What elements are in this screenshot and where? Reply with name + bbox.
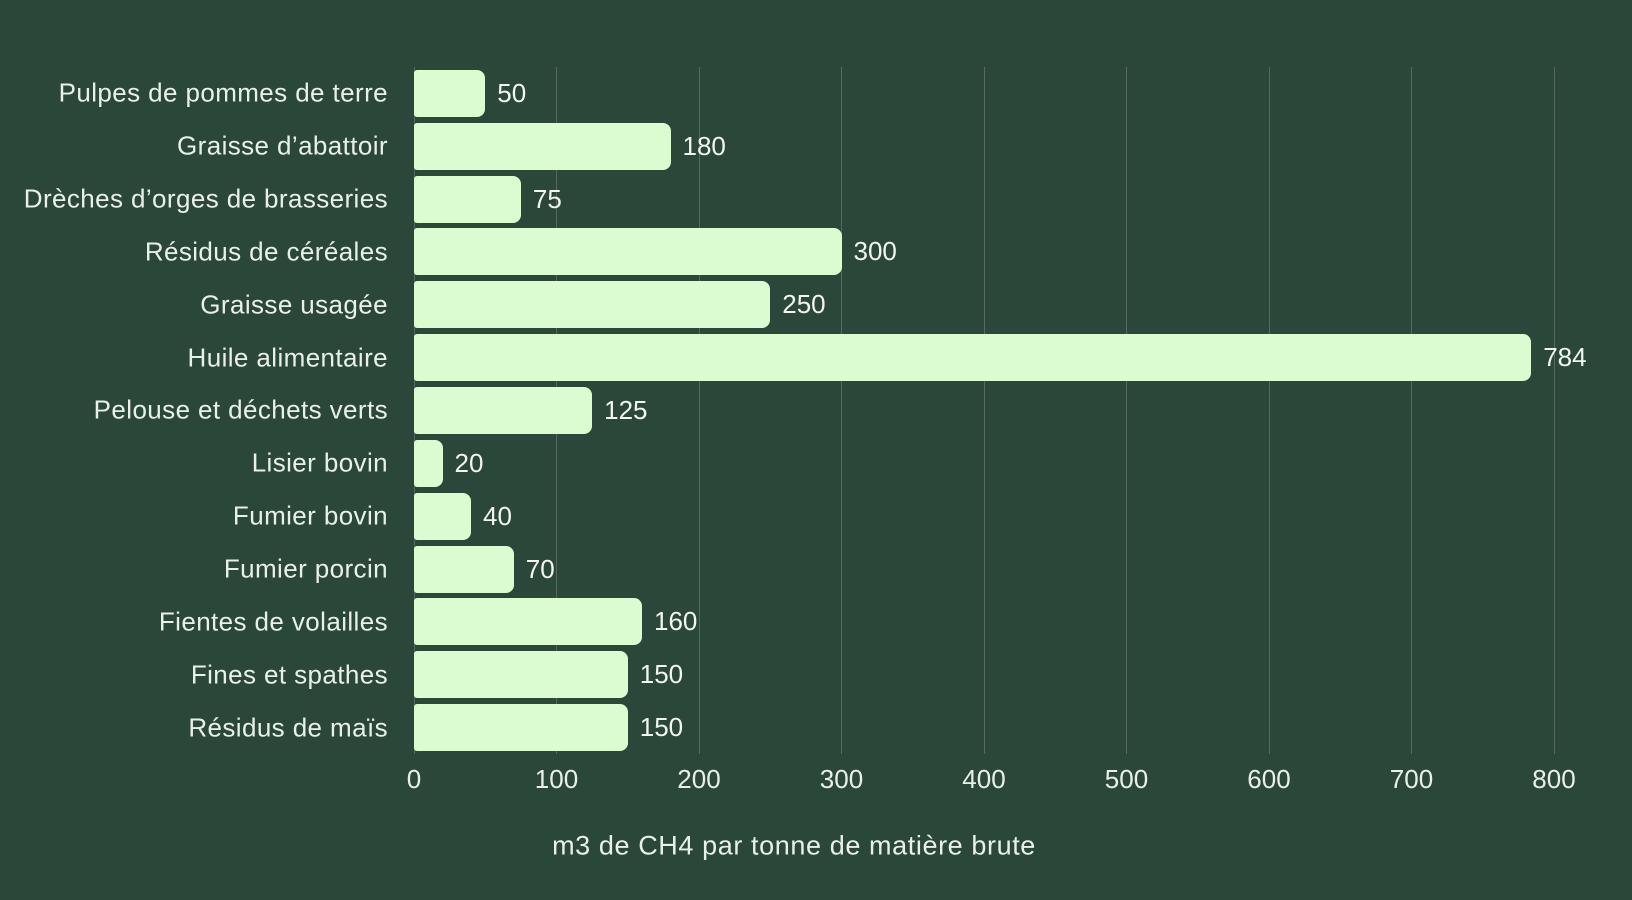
bar [414, 598, 642, 646]
x-axis-title: m3 de CH4 par tonne de matière brute [552, 830, 1036, 861]
value-label: 160 [654, 606, 698, 637]
x-tick-label: 0 [406, 764, 422, 794]
value-label: 70 [525, 553, 555, 584]
value-label: 125 [604, 394, 648, 425]
value-label: 40 [483, 500, 512, 531]
bar-row: Lisier bovin 20 [252, 437, 1560, 490]
x-tick-label: 800 [1532, 764, 1576, 794]
category-label: Drèches d’orges de brasseries [23, 183, 388, 214]
x-tick-label: 300 [819, 764, 864, 794]
gridline [841, 67, 842, 754]
x-tick-label: 400 [962, 764, 1006, 794]
bar-row: Graisse d’abattoir 180 [177, 120, 1560, 173]
value-label: 150 [639, 712, 684, 743]
gridline [1268, 67, 1270, 754]
category-label: Fumier bovin [232, 500, 388, 531]
bar-row: Fines et spathes 150 [191, 648, 1560, 701]
x-tick-label: 200 [677, 764, 721, 794]
gridline [1553, 67, 1555, 754]
bar [414, 545, 514, 593]
x-tick-label: 700 [1389, 764, 1434, 794]
category-label: Fumier porcin [223, 553, 388, 584]
bar [414, 386, 593, 434]
value-label: 50 [497, 77, 527, 108]
gridline [1411, 67, 1412, 754]
value-label: 20 [454, 447, 484, 478]
bar [414, 439, 443, 487]
category-label: Graisse usagée [200, 289, 388, 320]
x-tick-label: 600 [1247, 764, 1291, 794]
bar [414, 281, 771, 329]
bar [414, 175, 521, 223]
plot-area: Pulpes de pommes de terre 50 Graisse d’aba… [24, 67, 1587, 794]
category-label: Résidus de céréales [144, 236, 388, 267]
bar-row: Fientes de volailles 160 [159, 595, 1560, 648]
category-label: Fientes de volailles [158, 606, 388, 637]
x-tick-label: 100 [534, 764, 579, 794]
bar-row: Pulpes de pommes de terre 50 [59, 67, 1560, 120]
value-label: 784 [1543, 342, 1587, 373]
category-label: Huile alimentaire [187, 342, 388, 373]
bar-row: Résidus de céréales 300 [145, 226, 1560, 279]
bar [414, 122, 671, 170]
value-label: 250 [782, 289, 826, 320]
value-label: 150 [639, 659, 684, 690]
category-label: Fines et spathes [190, 659, 388, 690]
category-label: Lisier bovin [251, 447, 388, 478]
bar-row: Drèches d’orges de brasseries 75 [24, 173, 1560, 226]
bar [414, 228, 842, 276]
category-label: Résidus de maïs [188, 712, 388, 743]
bar [414, 334, 1532, 382]
gridline [1126, 67, 1127, 754]
bar-row: Pelouse et déchets verts 125 [94, 384, 1560, 437]
category-label: Graisse d’abattoir [177, 130, 388, 161]
gridline [983, 67, 985, 754]
bar [414, 492, 471, 540]
bar-row: Huile alimentaire 784 [188, 331, 1587, 384]
bar [414, 69, 486, 117]
bar-row: Fumier porcin 70 [224, 543, 1560, 596]
gridline [698, 67, 700, 754]
bar-row: Fumier bovin 40 [233, 490, 1560, 543]
category-label: Pulpes de pommes de terre [58, 77, 388, 108]
value-label: 300 [853, 236, 897, 267]
value-label: 180 [682, 130, 726, 161]
value-label: 75 [532, 183, 562, 214]
x-tick-label: 500 [1104, 764, 1149, 794]
bar-row: Résidus de maïs 150 [188, 701, 1560, 754]
category-label: Pelouse et déchets verts [93, 394, 388, 425]
bar-row: Graisse usagée 250 [200, 278, 1560, 331]
bar [414, 704, 628, 752]
bar [414, 651, 628, 699]
